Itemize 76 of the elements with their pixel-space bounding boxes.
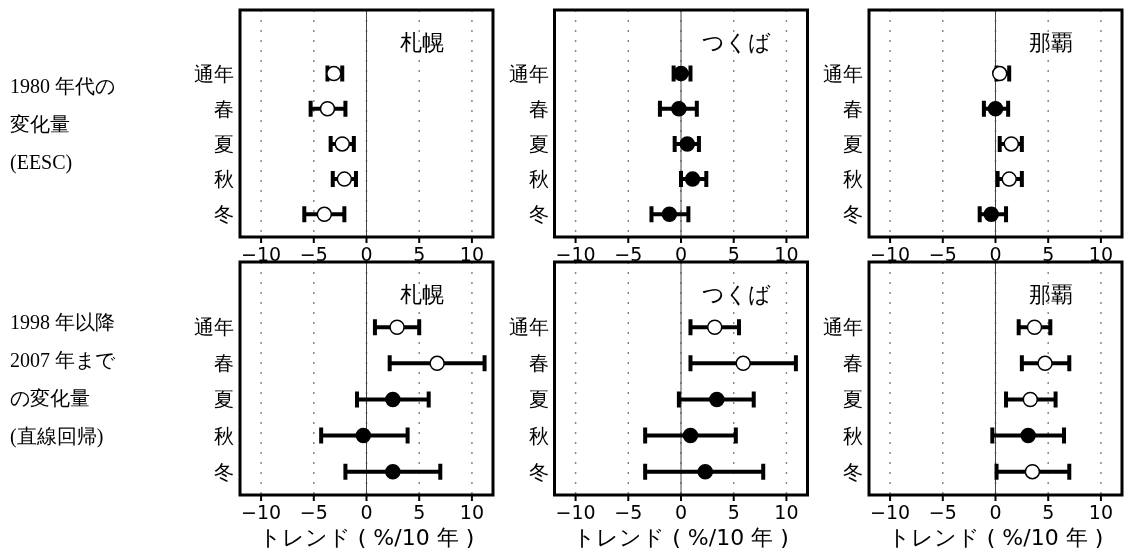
x-tick-label: 0 <box>360 243 373 265</box>
y-tick-label: 春 <box>528 96 549 121</box>
y-tick-label: 春 <box>214 96 234 121</box>
x-tick-label: 10 <box>774 243 799 265</box>
y-tick-label: 通年 <box>508 61 549 86</box>
y-tick-label: 秋 <box>214 423 234 448</box>
y-tick-label: 春 <box>843 351 863 376</box>
x-tick-label: 0 <box>989 243 1002 265</box>
x-tick-label: 0 <box>360 501 373 523</box>
y-tick-label: 冬 <box>214 459 234 484</box>
chart-title: つくば <box>702 30 772 55</box>
y-tick-label: 秋 <box>214 167 234 192</box>
x-tick-label: 5 <box>727 501 740 523</box>
y-tick-label: 夏 <box>843 387 863 412</box>
x-tick-label: 10 <box>1088 243 1114 265</box>
x-tick-label: −10 <box>555 501 596 523</box>
text: (直線回帰) <box>10 424 104 448</box>
x-axis-title: トレンド ( %/10 年 ) <box>573 525 789 550</box>
y-tick-label: 夏 <box>528 131 549 156</box>
x-tick-label: 10 <box>459 501 485 523</box>
x-tick-label: 0 <box>989 501 1002 523</box>
chart-title: 札幌 <box>400 282 445 307</box>
y-tick-label: 夏 <box>528 387 549 412</box>
x-tick-label: 5 <box>1042 243 1055 265</box>
x-tick-label: −10 <box>241 243 282 265</box>
x-tick-label: −5 <box>299 501 328 523</box>
y-tick-label: 春 <box>528 351 549 376</box>
text: 1998 年以降 <box>10 310 115 333</box>
x-tick-label: 5 <box>413 243 426 265</box>
text: の変化量 <box>10 386 90 409</box>
y-tick-label: 冬 <box>214 202 234 227</box>
y-tick-label: 通年 <box>194 61 234 86</box>
text: 1980 年代の <box>10 74 115 97</box>
x-axis-title: トレンド ( %/10 年 ) <box>258 525 475 550</box>
x-tick-label: −5 <box>299 243 328 265</box>
text: 変化量 <box>10 112 70 135</box>
x-axis-title: トレンド ( %/10 年 ) <box>887 525 1104 550</box>
chart-title: 札幌 <box>400 30 445 55</box>
x-tick-label: −10 <box>870 501 911 523</box>
y-tick-label: 冬 <box>528 202 549 227</box>
y-tick-label: 冬 <box>528 459 549 484</box>
chart-title: 那覇 <box>1029 282 1074 307</box>
y-tick-label: 夏 <box>214 387 234 412</box>
y-tick-label: 春 <box>843 96 863 121</box>
x-tick-label: 0 <box>674 501 688 523</box>
y-tick-label: 冬 <box>843 459 863 484</box>
x-tick-label: −5 <box>614 501 643 523</box>
x-tick-label: −5 <box>928 501 957 523</box>
chart-title: 那覇 <box>1029 30 1074 55</box>
x-tick-label: −10 <box>241 501 282 523</box>
y-tick-label: 冬 <box>843 202 863 227</box>
y-tick-label: 秋 <box>528 423 549 448</box>
y-tick-label: 夏 <box>843 131 863 156</box>
x-tick-label: 5 <box>1042 501 1055 523</box>
x-tick-label: −5 <box>928 243 957 265</box>
y-tick-label: 春 <box>214 351 234 376</box>
x-tick-label: 10 <box>774 501 799 523</box>
y-tick-label: 秋 <box>843 167 863 192</box>
y-tick-label: 夏 <box>214 131 234 156</box>
y-tick-label: 通年 <box>823 315 863 340</box>
x-tick-label: −10 <box>555 243 596 265</box>
x-tick-label: −10 <box>870 243 911 265</box>
x-tick-label: 10 <box>459 243 485 265</box>
x-tick-label: 0 <box>674 243 688 265</box>
y-tick-label: 秋 <box>843 423 863 448</box>
y-tick-label: 秋 <box>528 167 549 192</box>
x-tick-label: 5 <box>413 501 426 523</box>
x-tick-label: 10 <box>1088 501 1114 523</box>
x-tick-label: 5 <box>727 243 740 265</box>
y-tick-label: 通年 <box>508 315 549 340</box>
y-tick-label: 通年 <box>194 315 234 340</box>
text: 2007 年まで <box>10 348 116 371</box>
text: (EESC) <box>10 150 73 174</box>
x-tick-label: −5 <box>614 243 643 265</box>
chart-title: つくば <box>702 282 772 307</box>
y-tick-label: 通年 <box>823 61 863 86</box>
